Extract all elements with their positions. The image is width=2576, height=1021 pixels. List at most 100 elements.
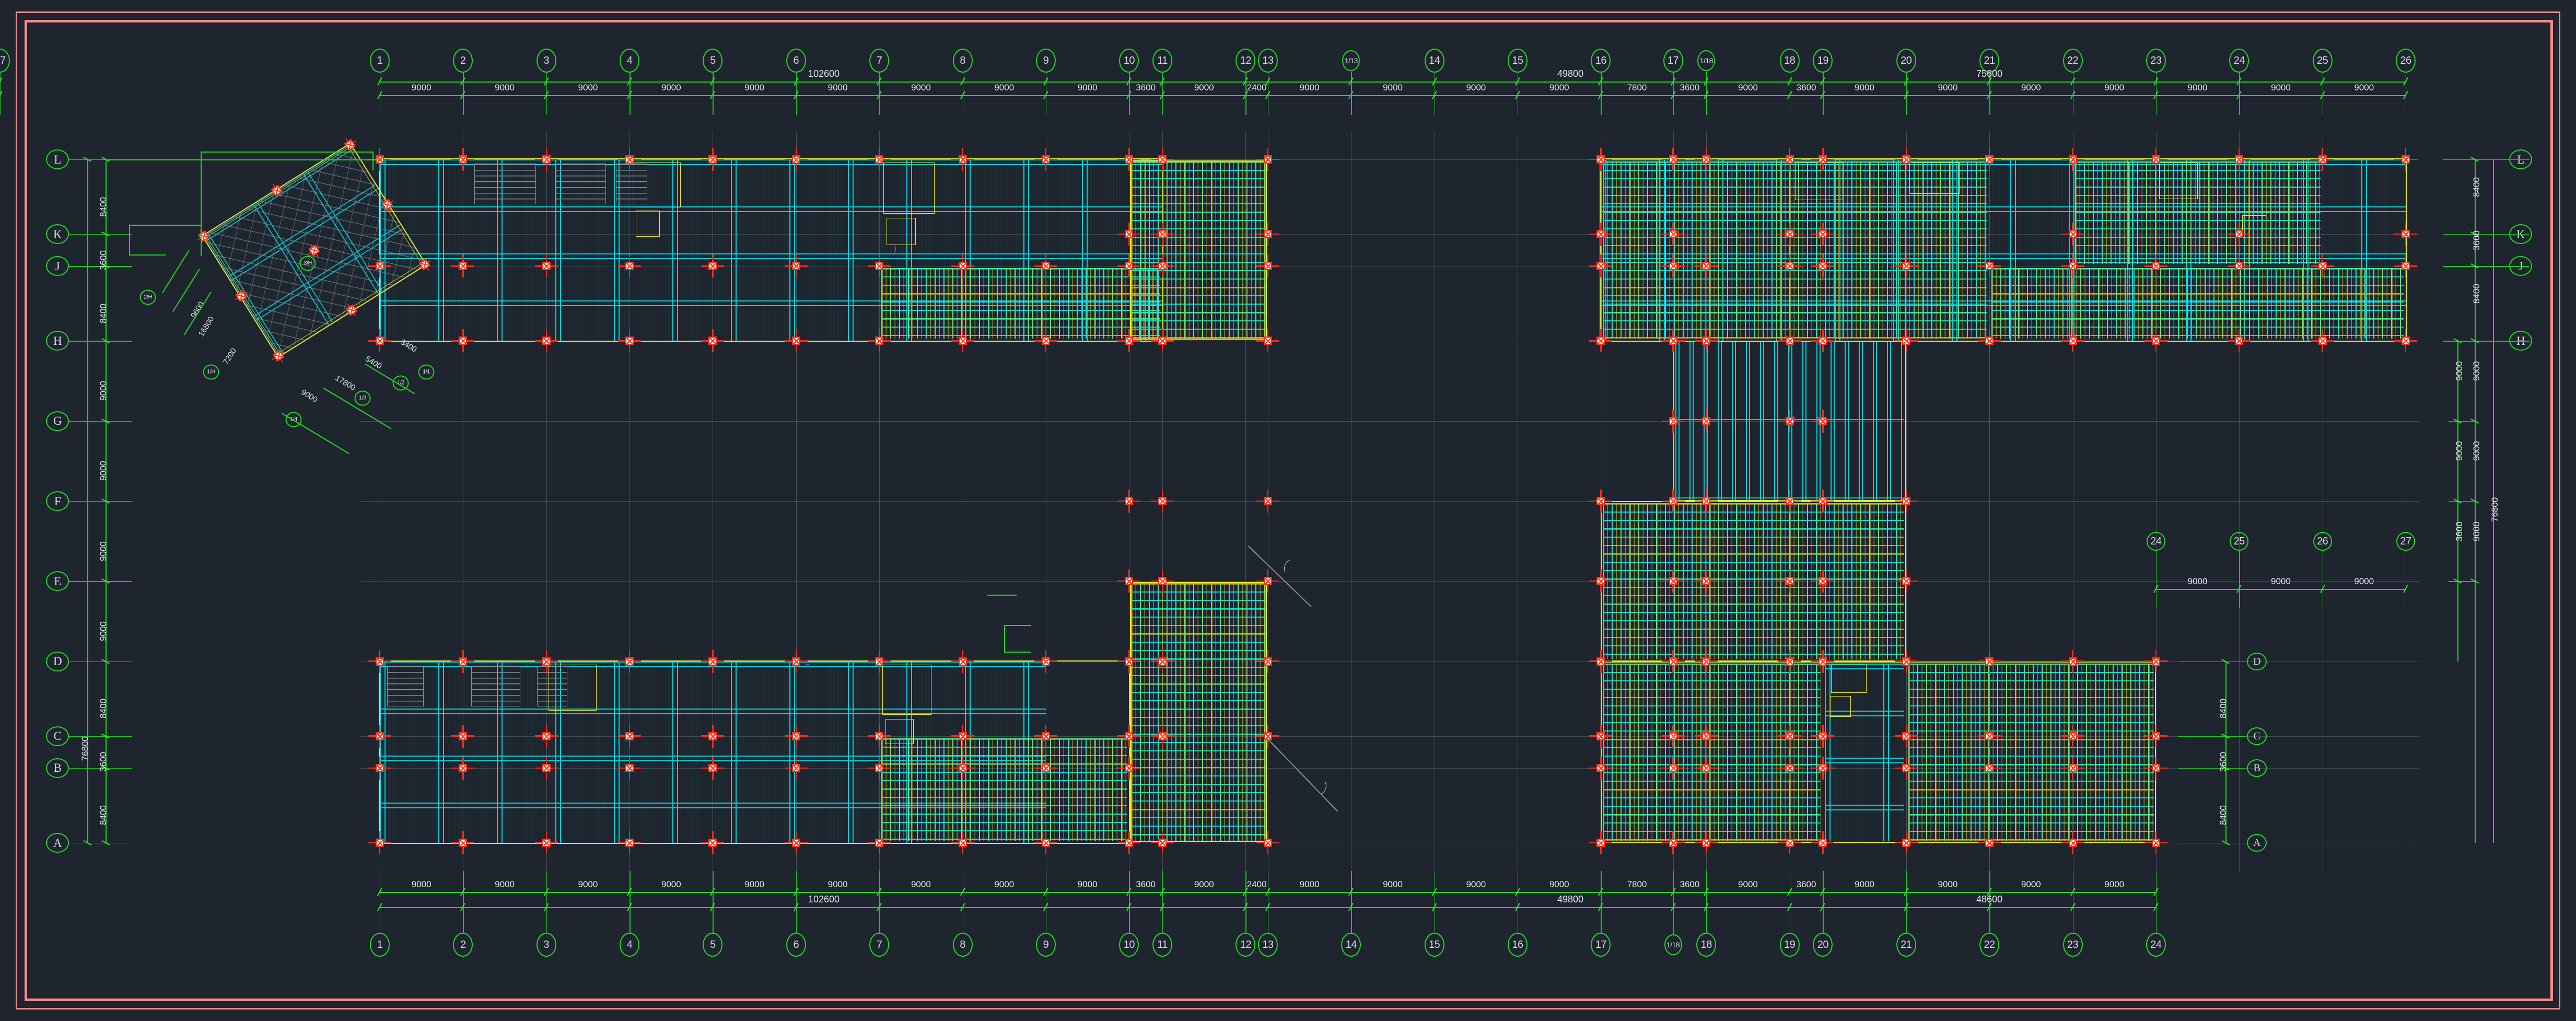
- top-grid-bubble[interactable]: 26: [2396, 49, 2416, 73]
- top-grid-bubble[interactable]: 16: [1591, 49, 1611, 73]
- top-grid-bubble[interactable]: 18: [1779, 49, 1800, 73]
- bottom-grid-bubble[interactable]: 3: [536, 933, 556, 957]
- bottom-grid-bubble[interactable]: 24: [2146, 933, 2166, 957]
- top-grid-bubble[interactable]: 10: [1119, 49, 1139, 73]
- bottom-grid-bubble[interactable]: 14: [1341, 933, 1361, 957]
- bottom-grid-bubble[interactable]: 11: [1152, 933, 1173, 957]
- bottom-grid-bubble[interactable]: 16: [1508, 933, 1528, 957]
- top-grid-bubble[interactable]: 27: [0, 49, 10, 73]
- bottom-grid-bubble[interactable]: 5: [703, 933, 723, 957]
- right-dim-text: 8400: [2472, 177, 2481, 197]
- bottom-grid-bubble[interactable]: 15: [1424, 933, 1444, 957]
- column-symbol: [542, 839, 551, 847]
- top-grid-bubble[interactable]: 7: [869, 49, 890, 73]
- top-grid-bubble[interactable]: 1: [370, 49, 390, 73]
- left-grid-bubble[interactable]: C: [46, 726, 69, 746]
- bottom-grid-bubble[interactable]: 6: [786, 933, 806, 957]
- bottom-grid-bubble[interactable]: 9: [1035, 933, 1056, 957]
- bottom-grid-bubble[interactable]: 18: [1696, 933, 1717, 957]
- column-symbol: [1596, 577, 1605, 586]
- top-grid-bubble[interactable]: 1/13: [1342, 50, 1360, 71]
- bottom-grid-bubble[interactable]: 23: [2062, 933, 2083, 957]
- bottom-grid-bubble[interactable]: 12: [1235, 933, 1256, 957]
- canted-grid-bubble[interactable]: 2/H: [139, 289, 156, 305]
- left-grid-bubble[interactable]: G: [46, 411, 69, 431]
- beam-region-lowerright-gap: [1825, 663, 1905, 841]
- top-grid-bubble[interactable]: 4: [620, 49, 640, 73]
- right-dim-text: 3600: [2472, 230, 2481, 250]
- column-symbol: [958, 763, 967, 772]
- right-lower-letter-bubble[interactable]: D: [2247, 652, 2267, 670]
- canted-grid-bubble[interactable]: 1/3: [354, 390, 371, 406]
- right-lower-grid-bubble[interactable]: 27: [2396, 532, 2415, 551]
- top-grid-bubble[interactable]: 19: [1813, 49, 1833, 73]
- top-grid-bubble[interactable]: 5: [703, 49, 723, 73]
- top-grid-bubble[interactable]: 6: [786, 49, 806, 73]
- column-symbol: [1819, 763, 1827, 772]
- column-symbol: [708, 763, 717, 772]
- right-lower-grid-bubble[interactable]: 25: [2230, 532, 2249, 551]
- left-grid-bubble[interactable]: E: [46, 571, 69, 591]
- column-symbol: [2151, 657, 2160, 666]
- left-dim-text: 9000: [98, 621, 108, 641]
- bottom-grid-bubble[interactable]: 1/18: [1664, 934, 1682, 955]
- canted-grid-bubble[interactable]: 1/H: [203, 364, 219, 380]
- bottom-grid-bubble[interactable]: 13: [1257, 933, 1278, 957]
- bottom-grid-bubble[interactable]: 4: [620, 933, 640, 957]
- bottom-grid-bubble[interactable]: 8: [952, 933, 973, 957]
- top-grid-bubble[interactable]: 12: [1235, 49, 1256, 73]
- top-grid-bubble[interactable]: 8: [952, 49, 973, 73]
- column-symbol: [875, 657, 884, 666]
- column-symbol: [1785, 839, 1794, 847]
- left-grid-bubble[interactable]: B: [46, 758, 69, 778]
- bottom-grid-bubble[interactable]: 2: [453, 933, 473, 957]
- magenta-marker-ll: ~: [805, 660, 810, 669]
- left-grid-bubble[interactable]: A: [46, 833, 69, 853]
- column-symbol: [1785, 732, 1794, 740]
- left-grid-bubble[interactable]: K: [46, 224, 69, 245]
- right-lower-letter-bubble[interactable]: B: [2247, 759, 2267, 777]
- top-grid-bubble[interactable]: 23: [2146, 49, 2166, 73]
- top-grid-bubble[interactable]: 3: [536, 49, 556, 73]
- top-grid-bubble[interactable]: 20: [1896, 49, 1916, 73]
- top-grid-bubble[interactable]: 15: [1508, 49, 1528, 73]
- top-grid-bubble[interactable]: 9: [1035, 49, 1056, 73]
- top-grid-bubble[interactable]: 22: [2062, 49, 2083, 73]
- canted-grid-bubble[interactable]: 3/H: [299, 256, 316, 271]
- top-grid-bubble[interactable]: 24: [2229, 49, 2249, 73]
- bottom-grid-bubble[interactable]: 22: [1979, 933, 2000, 957]
- canted-bracket-mid-v: [129, 225, 130, 255]
- top-dim-text: 9000: [744, 83, 765, 92]
- bottom-grid-bubble[interactable]: 17: [1591, 933, 1611, 957]
- bottom-grid-bubble[interactable]: 21: [1896, 933, 1916, 957]
- left-dim-text: 8400: [98, 805, 108, 826]
- left-grid-bubble[interactable]: D: [46, 651, 69, 671]
- bottom-grid-bubble[interactable]: 20: [1813, 933, 1833, 957]
- bottom-grid-bubble[interactable]: 1: [370, 933, 390, 957]
- top-grid-bubble[interactable]: 13: [1257, 49, 1278, 73]
- left-grid-bubble[interactable]: L: [46, 149, 69, 169]
- top-grid-bubble[interactable]: 1/18: [1697, 50, 1716, 71]
- right-lower-letter-bubble[interactable]: A: [2247, 834, 2267, 852]
- left-grid-bubble[interactable]: H: [46, 331, 69, 351]
- top-grid-bubble[interactable]: 25: [2312, 49, 2333, 73]
- top-grid-bubble[interactable]: 17: [1663, 49, 1683, 73]
- bottom-grid-bubble[interactable]: 10: [1119, 933, 1139, 957]
- right-lower-grid-bubble[interactable]: 26: [2313, 532, 2332, 551]
- canted-grid-bubble[interactable]: 1/2: [392, 375, 409, 391]
- column-symbol: [958, 262, 967, 271]
- column-symbol: [1669, 657, 1677, 666]
- left-grid-bubble[interactable]: J: [46, 256, 69, 276]
- right-lower-grid-bubble[interactable]: 24: [2146, 532, 2165, 551]
- bottom-grid-bubble[interactable]: 19: [1779, 933, 1800, 957]
- top-grid-bubble[interactable]: 14: [1424, 49, 1444, 73]
- top-grid-bubble[interactable]: 11: [1152, 49, 1173, 73]
- top-grid-bubble[interactable]: 2: [453, 49, 473, 73]
- bottom-grid-bubble[interactable]: 7: [869, 933, 890, 957]
- canted-grid-bubble[interactable]: 1/1: [418, 364, 435, 380]
- left-grid-bubble[interactable]: F: [46, 491, 69, 511]
- column-symbol: [1125, 262, 1134, 271]
- right-lower-letter-bubble[interactable]: C: [2247, 727, 2267, 745]
- column-symbol: [1669, 155, 1677, 164]
